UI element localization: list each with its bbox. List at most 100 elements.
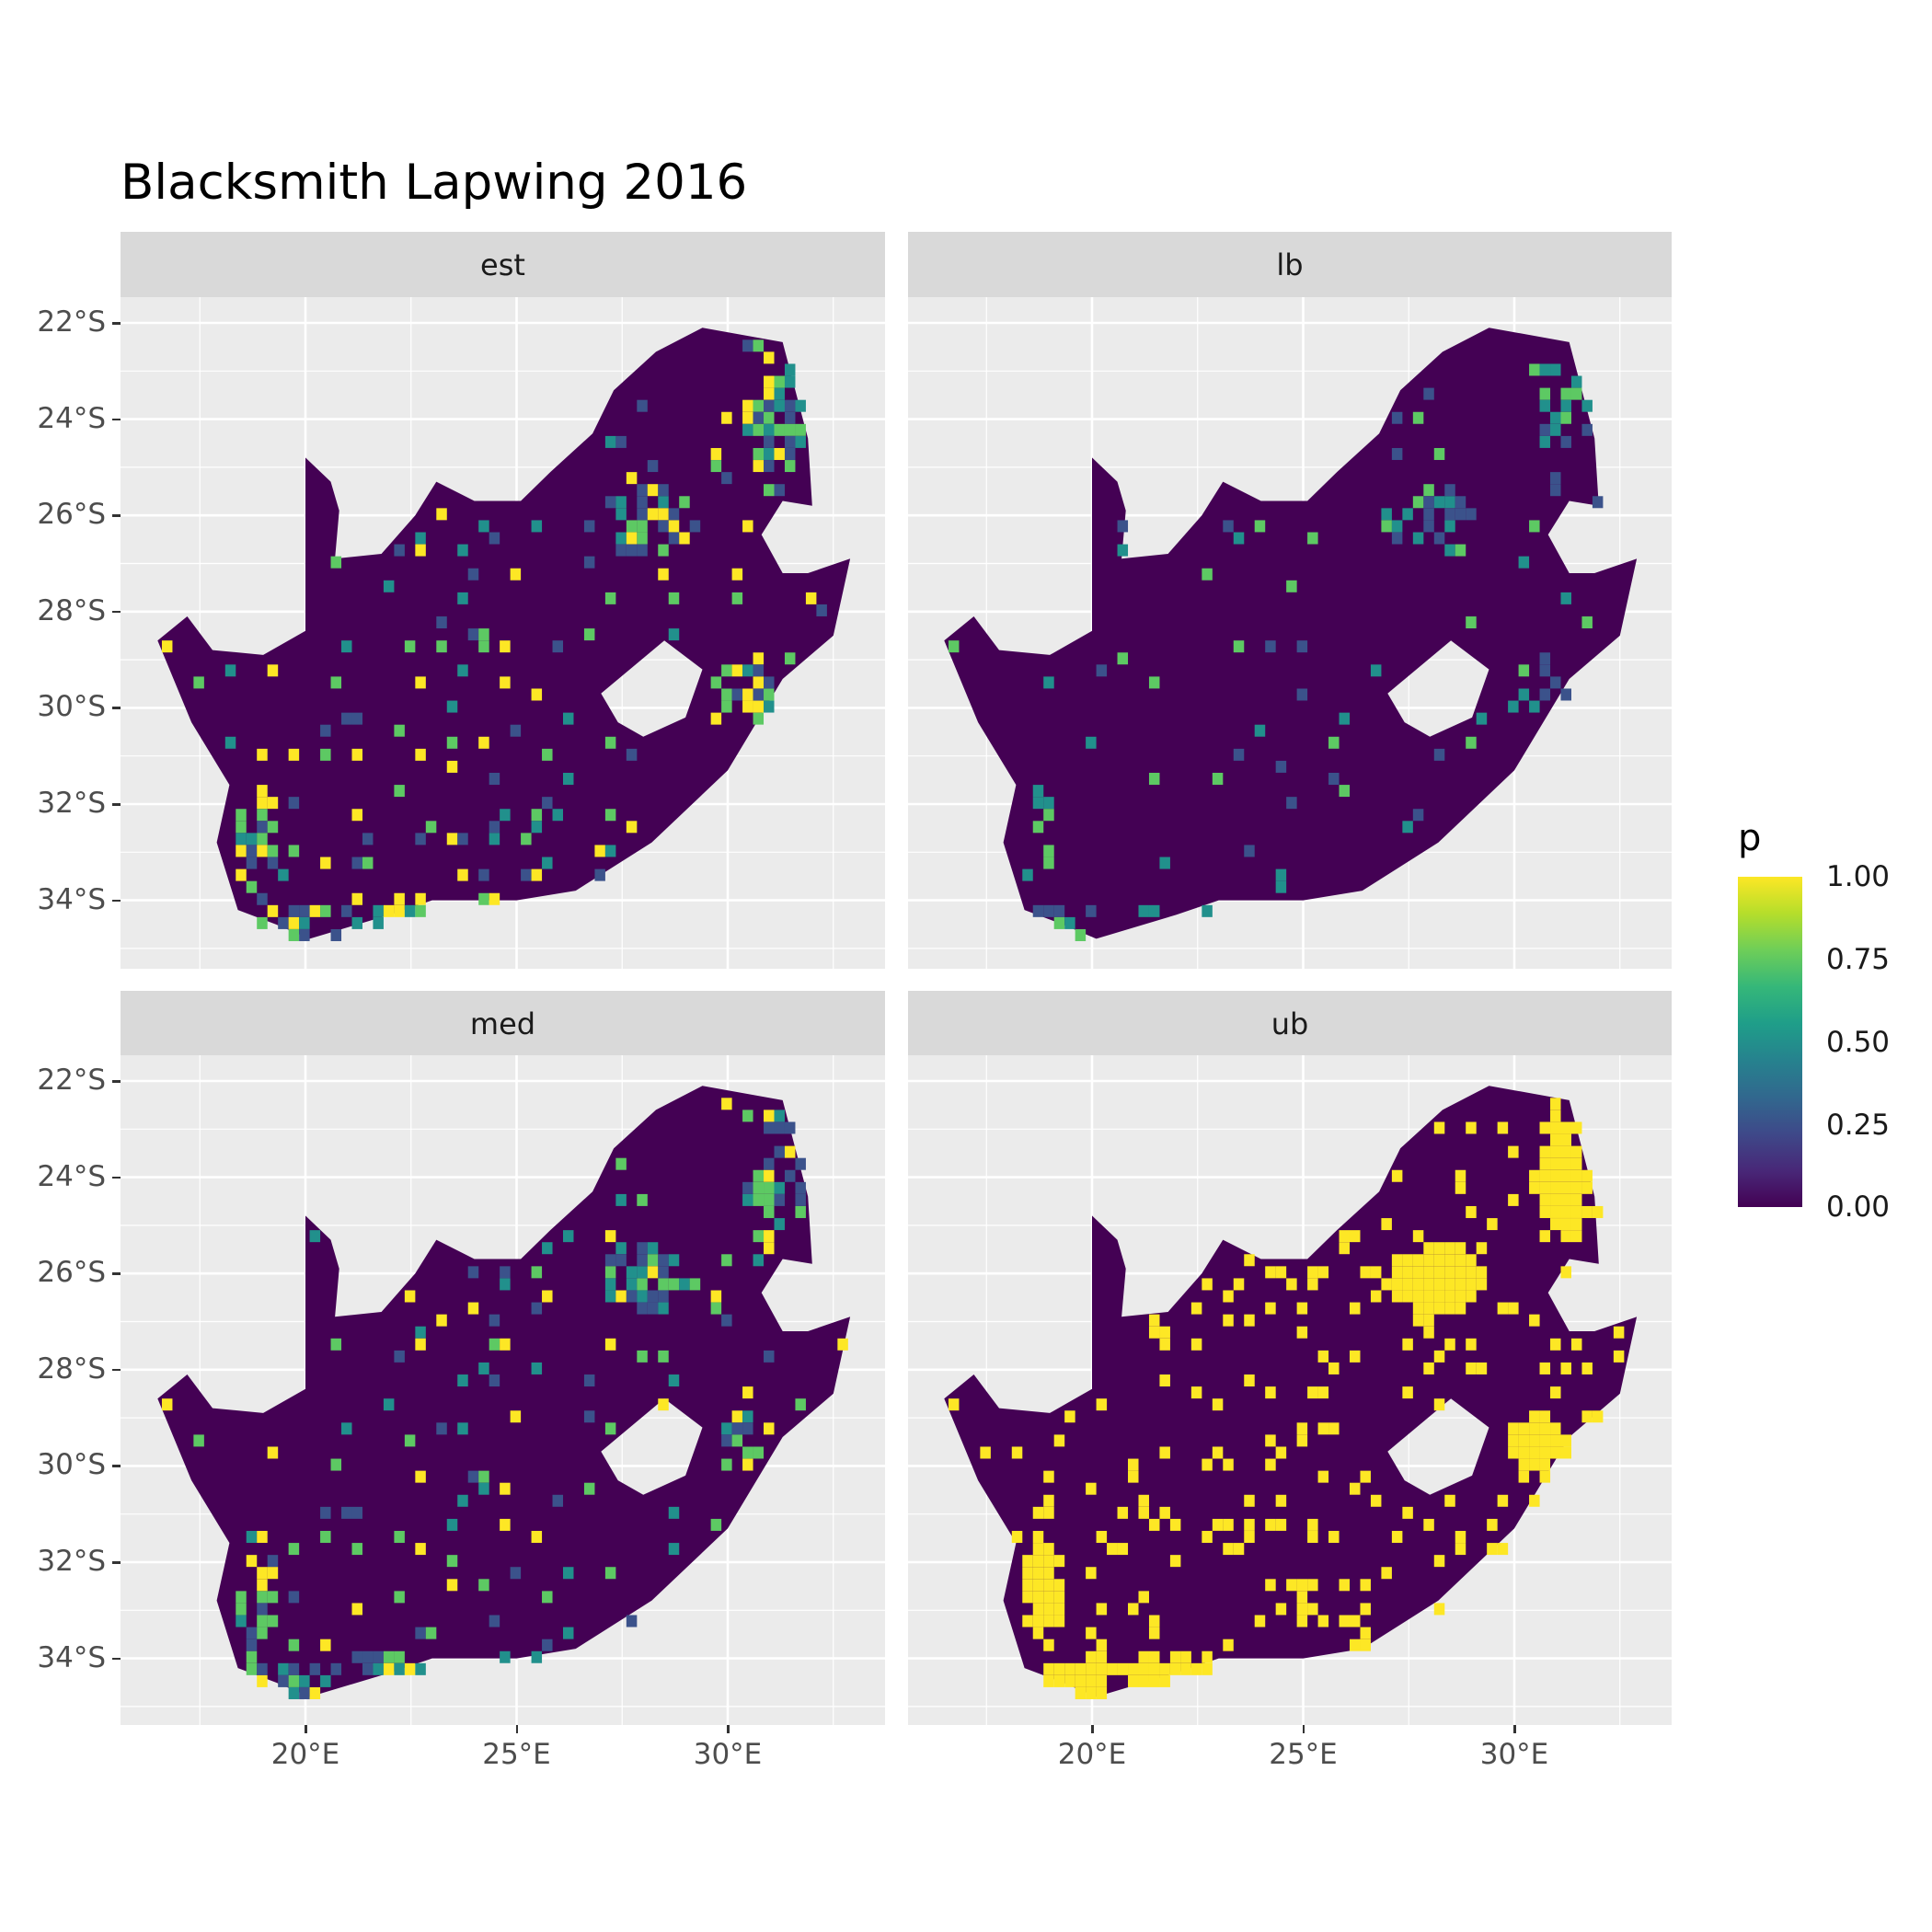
raster-cell xyxy=(583,1482,595,1495)
raster-cell xyxy=(731,688,743,701)
raster-cell xyxy=(1550,472,1561,485)
raster-cell xyxy=(320,857,331,869)
raster-cell xyxy=(383,1398,395,1411)
raster-cell xyxy=(404,904,416,917)
raster-cell xyxy=(784,1121,796,1134)
raster-cell xyxy=(1265,640,1276,653)
raster-cell xyxy=(1328,1531,1340,1544)
raster-cell xyxy=(478,736,489,749)
raster-cell xyxy=(1148,676,1160,689)
raster-cell xyxy=(1202,904,1213,917)
raster-cell xyxy=(257,821,268,834)
raster-cell xyxy=(615,1157,627,1170)
raster-cell xyxy=(764,387,775,400)
raster-cell xyxy=(1444,496,1455,509)
raster-cell xyxy=(246,1639,258,1651)
raster-cell xyxy=(1169,1650,1181,1663)
raster-cell xyxy=(330,928,342,941)
raster-cell xyxy=(394,1350,405,1363)
raster-cell xyxy=(415,676,426,689)
raster-cell xyxy=(1317,1386,1329,1399)
raster-cell xyxy=(1117,1662,1129,1675)
raster-cell xyxy=(1022,1555,1033,1568)
raster-cell xyxy=(604,1422,616,1435)
raster-cell xyxy=(224,664,236,677)
raster-cell xyxy=(731,592,743,604)
raster-cell xyxy=(784,652,796,665)
raster-cell xyxy=(478,1470,489,1483)
raster-cell xyxy=(1455,508,1466,521)
raster-cell xyxy=(246,1555,258,1568)
x-tick xyxy=(1513,1725,1516,1733)
raster-cell xyxy=(721,1254,732,1267)
raster-cell xyxy=(1064,1662,1075,1675)
raster-cell xyxy=(1339,1615,1351,1627)
raster-cell xyxy=(626,520,638,533)
raster-cell xyxy=(478,628,489,641)
raster-cell xyxy=(784,411,796,424)
raster-cell xyxy=(637,1278,648,1291)
raster-cell xyxy=(1053,904,1065,917)
raster-cell xyxy=(542,1591,553,1604)
raster-cell xyxy=(1560,411,1571,424)
raster-cell xyxy=(1433,1121,1445,1134)
raster-cell xyxy=(594,845,605,857)
raster-cell xyxy=(774,1193,785,1206)
y-tick-label: 28°S xyxy=(37,1351,106,1386)
y-tick-label: 22°S xyxy=(37,305,106,339)
raster-cell xyxy=(1148,1650,1160,1663)
raster-cell xyxy=(341,640,352,653)
raster-cell xyxy=(415,1470,426,1483)
x-tick xyxy=(515,1725,518,1733)
raster-cell xyxy=(1592,1410,1604,1423)
raster-cell xyxy=(330,1338,342,1351)
raster-cell xyxy=(764,375,775,388)
raster-cell xyxy=(604,1338,616,1351)
raster-cell xyxy=(1391,1169,1403,1182)
raster-cell xyxy=(721,1434,732,1447)
raster-cell xyxy=(1307,1266,1318,1279)
raster-cell xyxy=(351,1603,362,1616)
raster-cell xyxy=(500,1278,511,1291)
raster-cell xyxy=(1529,1314,1540,1327)
raster-cell xyxy=(351,892,362,905)
raster-cell xyxy=(542,797,553,810)
raster-cell xyxy=(764,1205,775,1218)
raster-cell xyxy=(425,1627,437,1639)
raster-cell xyxy=(594,868,605,881)
raster-cell xyxy=(1053,1434,1065,1447)
raster-cell xyxy=(193,676,204,689)
raster-cell xyxy=(764,423,775,436)
raster-cell xyxy=(309,904,321,917)
raster-cell xyxy=(1423,1362,1434,1374)
raster-cell xyxy=(500,1266,511,1279)
raster-cell xyxy=(764,1169,775,1182)
raster-cell xyxy=(1444,1254,1455,1267)
raster-cell xyxy=(1518,1470,1530,1483)
raster-cell xyxy=(1412,1314,1424,1327)
raster-cell xyxy=(647,1266,659,1279)
raster-cell xyxy=(753,460,765,473)
raster-cell xyxy=(1159,1506,1170,1519)
raster-cell xyxy=(257,916,268,929)
raster-cell xyxy=(774,399,785,412)
raster-cell xyxy=(1043,809,1054,822)
raster-cell xyxy=(721,1314,732,1327)
raster-cell xyxy=(236,833,247,845)
raster-cell xyxy=(415,1543,426,1556)
y-tick xyxy=(112,803,121,806)
raster-cell xyxy=(446,833,458,845)
raster-cell xyxy=(1550,1386,1561,1399)
raster-cell xyxy=(1043,1591,1054,1604)
raster-cell xyxy=(604,1230,616,1243)
raster-cell xyxy=(267,1615,279,1627)
raster-cell xyxy=(1444,1494,1455,1507)
raster-cell xyxy=(1190,1302,1202,1315)
raster-cell xyxy=(1455,1278,1466,1291)
raster-cell xyxy=(731,1422,743,1435)
raster-cell xyxy=(320,1506,331,1519)
raster-cell xyxy=(658,1302,669,1315)
raster-cell xyxy=(1412,809,1424,822)
raster-cell xyxy=(489,1374,500,1387)
raster-cell xyxy=(1159,1446,1170,1459)
